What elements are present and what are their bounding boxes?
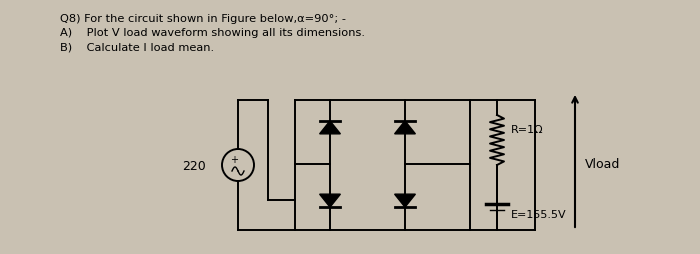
Polygon shape: [320, 194, 340, 207]
Text: B)    Calculate I load mean.: B) Calculate I load mean.: [60, 42, 214, 52]
Text: Q8) For the circuit shown in Figure below,α=90°; -: Q8) For the circuit shown in Figure belo…: [60, 14, 346, 24]
Polygon shape: [395, 121, 415, 134]
Text: R=1Ω: R=1Ω: [511, 125, 544, 135]
Text: 220: 220: [182, 161, 206, 173]
Text: A)    Plot V load waveform showing all its dimensions.: A) Plot V load waveform showing all its …: [60, 28, 365, 38]
Polygon shape: [320, 121, 340, 134]
Text: E=155.5V: E=155.5V: [511, 210, 566, 220]
Text: Vload: Vload: [585, 158, 620, 171]
Text: +: +: [230, 155, 238, 165]
Polygon shape: [395, 194, 415, 207]
